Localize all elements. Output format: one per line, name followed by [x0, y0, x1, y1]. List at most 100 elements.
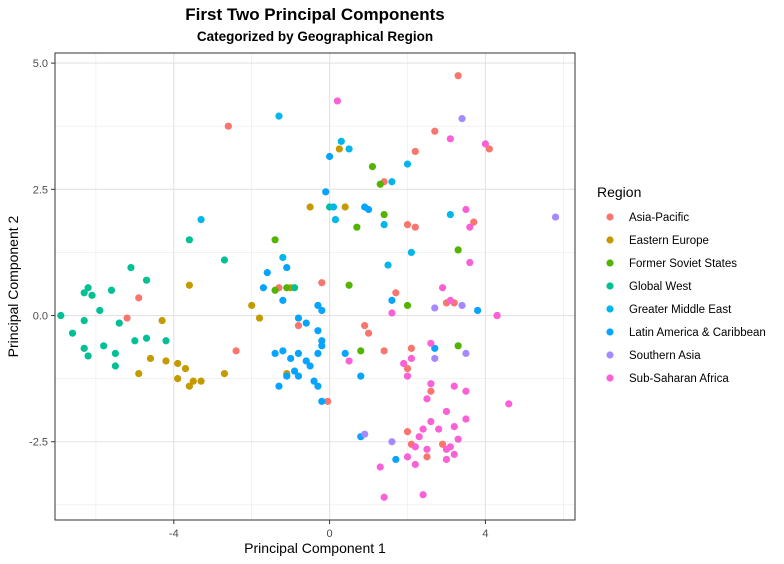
legend-key: [606, 282, 614, 290]
data-point: [407, 248, 416, 257]
data-point: [392, 455, 400, 464]
data-point: [442, 455, 451, 464]
data-point: [446, 135, 454, 143]
data-point: [403, 160, 412, 168]
data-point: [364, 329, 373, 337]
data-point: [431, 304, 439, 312]
data-point: [403, 453, 412, 461]
data-point: [100, 342, 108, 350]
data-point: [322, 188, 330, 196]
data-point: [318, 337, 326, 345]
data-point: [392, 289, 400, 297]
data-point: [376, 463, 384, 471]
data-point: [345, 145, 353, 153]
data-point: [427, 339, 435, 347]
data-point: [174, 375, 182, 383]
data-point: [341, 349, 349, 357]
data-point: [423, 445, 431, 453]
data-point: [279, 347, 287, 355]
data-point: [466, 258, 474, 267]
y-axis-title: Principal Component 2: [5, 215, 21, 357]
data-point: [337, 137, 345, 145]
data-point: [493, 311, 501, 320]
data-point: [438, 440, 447, 448]
data-point: [224, 122, 232, 130]
data-point: [107, 286, 116, 294]
data-point: [185, 281, 193, 289]
plot-border: [54, 52, 576, 521]
data-point: [481, 140, 490, 148]
data-point: [474, 306, 482, 315]
legend-item: Asia-Pacific: [606, 212, 689, 224]
data-point: [380, 347, 388, 355]
y-tick-label: 5.0: [33, 58, 48, 70]
data-point: [357, 347, 365, 355]
data-point: [80, 344, 88, 352]
data-point: [364, 205, 373, 214]
y-tick-label: -2.5: [29, 437, 48, 449]
data-point: [314, 327, 322, 335]
series-former-soviet-states: [271, 162, 462, 355]
data-point: [458, 115, 466, 123]
data-point: [462, 415, 470, 423]
data-point: [294, 372, 303, 380]
data-point: [302, 319, 310, 327]
data-point: [162, 357, 170, 365]
legend-item: Greater Middle East: [606, 304, 732, 316]
data-point: [411, 443, 419, 451]
data-point: [88, 291, 96, 299]
data-point: [255, 314, 264, 322]
series-sub-saharan-africa: [333, 97, 513, 501]
data-point: [450, 382, 458, 390]
data-point: [450, 450, 458, 458]
data-point: [283, 372, 291, 380]
data-point: [458, 301, 466, 310]
data-point: [361, 322, 369, 330]
data-point: [68, 329, 77, 337]
data-point: [189, 377, 197, 385]
data-point: [331, 216, 340, 224]
legend-item: Eastern Europe: [606, 235, 709, 247]
data-point: [142, 334, 151, 342]
data-point: [197, 377, 205, 385]
y-tick-label: 2.5: [33, 184, 48, 196]
data-point: [80, 316, 88, 325]
data-point: [279, 253, 287, 262]
data-point: [357, 372, 365, 380]
data-point: [485, 145, 493, 153]
data-point: [80, 289, 88, 297]
data-point: [259, 284, 267, 292]
data-point: [181, 364, 190, 373]
data-point: [341, 203, 349, 211]
series-global-west: [57, 203, 334, 370]
data-point: [407, 354, 416, 363]
data-points: [57, 72, 560, 501]
data-point: [388, 178, 396, 186]
data-point: [333, 97, 341, 105]
data-point: [419, 425, 427, 433]
data-point: [415, 433, 423, 441]
data-point: [248, 301, 256, 310]
series-southern-asia: [361, 115, 560, 446]
data-point: [294, 349, 303, 357]
data-point: [411, 223, 419, 231]
data-point: [380, 221, 388, 229]
data-point: [306, 362, 314, 370]
data-point: [345, 281, 353, 289]
data-point: [283, 263, 291, 272]
data-point: [361, 430, 369, 438]
data-point: [407, 344, 416, 352]
data-point: [423, 453, 431, 461]
data-point: [403, 301, 412, 310]
data-point: [423, 395, 431, 403]
data-point: [57, 311, 65, 320]
data-point: [403, 364, 412, 373]
data-point: [271, 236, 279, 244]
legend-key: [606, 305, 614, 313]
data-point: [111, 349, 119, 357]
data-point: [403, 221, 412, 229]
legend-title: Region: [597, 184, 641, 200]
legend-key: [606, 374, 614, 382]
x-tick-label: -4: [169, 528, 179, 540]
legend-item: Former Soviet States: [606, 258, 737, 270]
